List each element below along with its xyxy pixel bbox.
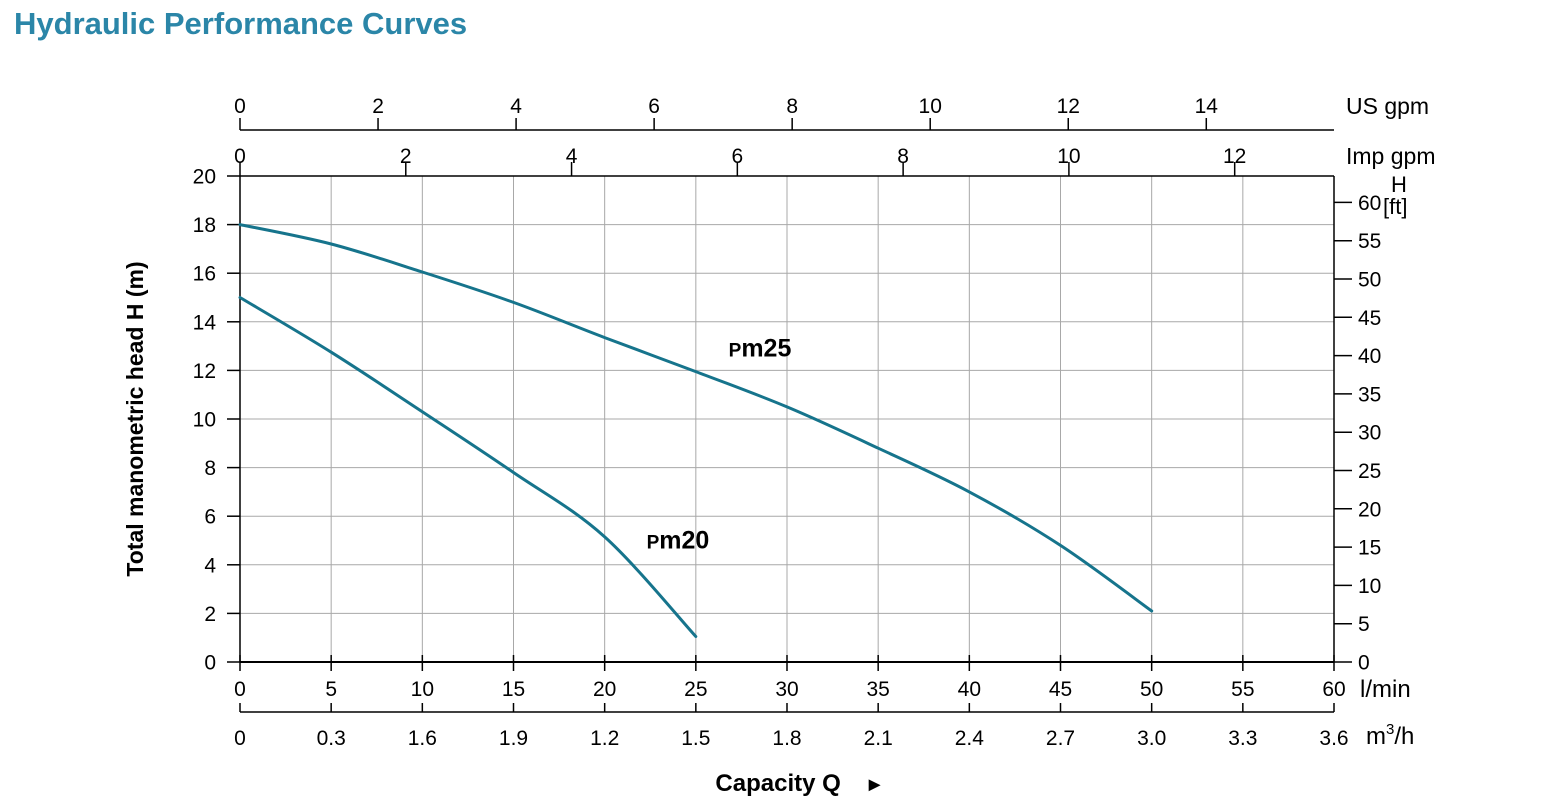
svg-text:20: 20 (1358, 498, 1381, 521)
svg-text:3.6: 3.6 (1319, 727, 1348, 750)
svg-text:50: 50 (1358, 269, 1381, 292)
svg-text:0.3: 0.3 (317, 727, 346, 750)
curve-label-Pm20: Pm20 (647, 526, 710, 554)
svg-text:US gpm: US gpm (1346, 93, 1429, 119)
svg-text:Pm25: Pm25 (729, 334, 792, 362)
svg-text:10: 10 (1358, 575, 1381, 598)
svg-text:30: 30 (1358, 422, 1381, 445)
svg-text:12: 12 (1223, 145, 1246, 168)
svg-text:18: 18 (193, 214, 216, 237)
svg-text:2: 2 (204, 603, 216, 626)
curve-label-Pm25: Pm25 (729, 334, 792, 362)
svg-text:5: 5 (1358, 613, 1370, 636)
right-axis: 0 5 10 15 20 25 30 35 40 45 50 55 60 H[ft] (1334, 172, 1407, 675)
svg-text:12: 12 (193, 360, 216, 383)
svg-text:20: 20 (593, 678, 616, 701)
svg-text:1.9: 1.9 (499, 727, 528, 750)
svg-text:2.4: 2.4 (955, 727, 985, 750)
svg-text:10: 10 (1057, 145, 1080, 168)
svg-text:35: 35 (866, 678, 889, 701)
svg-text:0: 0 (234, 727, 246, 750)
svg-text:55: 55 (1231, 678, 1254, 701)
svg-text:6: 6 (648, 95, 660, 118)
svg-text:3.0: 3.0 (1137, 727, 1166, 750)
x-axis-title: Capacity Q ► (715, 770, 884, 797)
svg-text:20: 20 (193, 166, 216, 189)
svg-text:60: 60 (1358, 192, 1381, 215)
svg-text:10: 10 (193, 409, 216, 432)
svg-text:[ft]: [ft] (1383, 194, 1407, 219)
lmin-axis: 0 5 10 15 20 25 30 35 40 45 50 55 60 l/min (234, 655, 1411, 703)
svg-text:1.6: 1.6 (408, 727, 437, 750)
svg-text:25: 25 (1358, 460, 1381, 483)
curve-Pm25 (238, 223, 1154, 613)
m3h-unit-label: m3/h (1366, 721, 1414, 750)
svg-text:35: 35 (1358, 383, 1381, 406)
svg-text:4: 4 (204, 554, 216, 577)
svg-text:Capacity Q ►: Capacity Q ► (715, 770, 884, 797)
svg-text:0: 0 (1358, 652, 1370, 675)
curve-Pm20 (238, 296, 698, 638)
svg-text:Imp gpm: Imp gpm (1346, 143, 1435, 169)
svg-text:30: 30 (775, 678, 798, 701)
svg-text:6: 6 (731, 145, 743, 168)
svg-text:H: H (1391, 172, 1407, 197)
svg-text:16: 16 (193, 263, 216, 286)
svg-text:l/min: l/min (1360, 676, 1411, 703)
svg-text:0: 0 (204, 652, 216, 675)
svg-text:40: 40 (1358, 345, 1381, 368)
svg-text:60: 60 (1322, 678, 1345, 701)
svg-text:Pm20: Pm20 (647, 526, 710, 554)
svg-text:6: 6 (204, 506, 216, 529)
svg-text:8: 8 (204, 457, 216, 480)
svg-text:2.1: 2.1 (864, 727, 893, 750)
svg-text:3.3: 3.3 (1228, 727, 1257, 750)
svg-text:0: 0 (234, 145, 246, 168)
svg-text:15: 15 (1358, 537, 1381, 560)
page-title: Hydraulic Performance Curves (14, 6, 468, 41)
imp-gpm-axis: 0 2 4 6 8 10 12 Imp gpm (234, 143, 1435, 176)
svg-text:2.7: 2.7 (1046, 727, 1075, 750)
svg-text:1.5: 1.5 (681, 727, 710, 750)
left-axis: 0 2 4 6 8 10 12 14 16 18 20 Total manometric head H… (122, 166, 240, 675)
svg-text:25: 25 (684, 678, 707, 701)
svg-text:45: 45 (1049, 678, 1072, 701)
svg-text:14: 14 (1195, 95, 1219, 118)
svg-text:5: 5 (325, 678, 337, 701)
svg-text:2: 2 (400, 145, 412, 168)
svg-text:10: 10 (919, 95, 942, 118)
svg-text:45: 45 (1358, 307, 1381, 330)
svg-text:1.2: 1.2 (590, 727, 619, 750)
svg-text:10: 10 (411, 678, 434, 701)
svg-text:1.8: 1.8 (772, 727, 801, 750)
svg-text:12: 12 (1057, 95, 1080, 118)
svg-text:14: 14 (193, 311, 217, 334)
m3h-axis: 0 0.3 1.6 1.9 1.2 1.5 1.8 2.1 2.4 2.7 3.0 3.3 3.6 m3/… (234, 703, 1414, 750)
svg-text:50: 50 (1140, 678, 1163, 701)
svg-text:8: 8 (786, 95, 798, 118)
y-axis-title: Total manometric head H (m) (122, 261, 148, 576)
svg-text:15: 15 (502, 678, 525, 701)
svg-text:0: 0 (234, 678, 246, 701)
us-gpm-axis: 0 2 4 6 8 10 12 14 US gpm (234, 93, 1429, 131)
grid (240, 176, 1334, 662)
svg-text:2: 2 (372, 95, 384, 118)
svg-text:55: 55 (1358, 230, 1381, 253)
svg-text:4: 4 (510, 95, 522, 118)
svg-text:40: 40 (958, 678, 981, 701)
svg-text:0: 0 (234, 95, 246, 118)
svg-text:4: 4 (566, 145, 578, 168)
svg-text:8: 8 (897, 145, 909, 168)
